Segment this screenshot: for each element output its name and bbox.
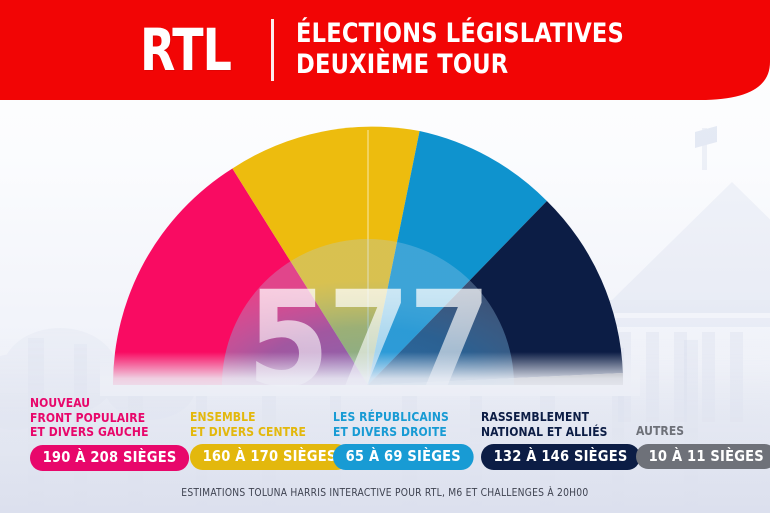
legend-seats-les-republicains: 65 À 69 SIÈGES [333, 444, 474, 471]
legend-item-les-republicains[interactable]: LES RÉPUBLICAINS ET DIVERS DROITE 65 À 6… [333, 409, 478, 471]
footer: ESTIMATIONS TOLUNA HARRIS INTERACTIVE PO… [0, 483, 770, 501]
legend-label-nouveau-front-populaire: NOUVEAU FRONT POPULAIRE ET DIVERS GAUCHE [30, 395, 149, 440]
legend-seats-ensemble: 160 À 170 SIÈGES [190, 444, 350, 471]
header-bar: RTL ÉLECTIONS LÉGISLATIVES DEUXIÈME TOUR [0, 0, 770, 106]
hemicycle-chart: 577 [0, 96, 770, 417]
legend-item-autres[interactable]: AUTRES 10 À 11 SIÈGES [636, 423, 770, 470]
hemicycle-svg: 577 [112, 126, 624, 417]
header-title: ÉLECTIONS LÉGISLATIVES DEUXIÈME TOUR [296, 20, 649, 79]
legend-item-nouveau-front-populaire[interactable]: NOUVEAU FRONT POPULAIRE ET DIVERS GAUCHE… [30, 395, 194, 471]
header-title-line-2: DEUXIÈME TOUR [296, 49, 509, 80]
header-title-line-1: ÉLECTIONS LÉGISLATIVES [296, 18, 625, 50]
legend-label-les-republicains: LES RÉPUBLICAINS ET DIVERS DROITE [333, 409, 449, 439]
inner-dome-overlay [222, 239, 514, 385]
header-background-shape [0, 0, 770, 100]
hemicycle-segments [112, 126, 624, 385]
legend: NOUVEAU FRONT POPULAIRE ET DIVERS GAUCHE… [0, 395, 770, 478]
legend-seats-nouveau-front-populaire: 190 À 208 SIÈGES [30, 444, 190, 471]
legend-seats-rassemblement-national: 132 À 146 SIÈGES [481, 444, 641, 471]
legend-item-rassemblement-national[interactable]: RASSEMBLEMENT NATIONAL ET ALLIÉS 132 À 1… [481, 409, 645, 471]
legend-label-rassemblement-national: RASSEMBLEMENT NATIONAL ET ALLIÉS [481, 409, 608, 439]
legend-seats-autres: 10 À 11 SIÈGES [636, 443, 770, 470]
logo-divider [271, 19, 275, 81]
legend-label-ensemble: ENSEMBLE ET DIVERS CENTRE [190, 409, 306, 439]
total-seats-number: 577 [247, 263, 489, 396]
rtl-logo: RTL [140, 16, 232, 84]
source-note: ESTIMATIONS TOLUNA HARRIS INTERACTIVE PO… [181, 487, 589, 499]
legend-item-ensemble[interactable]: ENSEMBLE ET DIVERS CENTRE 160 À 170 SIÈG… [190, 409, 354, 471]
legend-label-autres: AUTRES [636, 423, 685, 438]
